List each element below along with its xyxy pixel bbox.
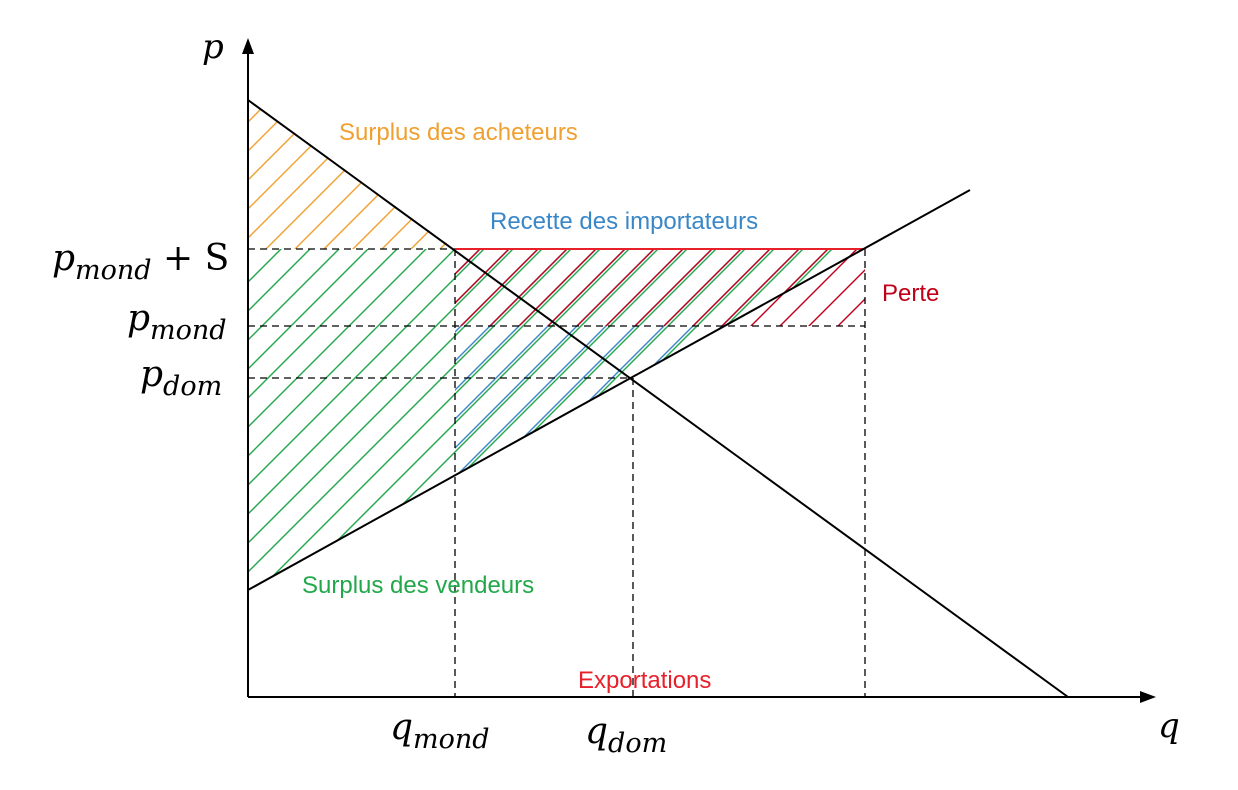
y-axis-arrow-icon	[242, 38, 254, 54]
seller-surplus-hatch-line	[248, 249, 865, 590]
importer-revenue-label: Recette des importateurs	[490, 208, 758, 235]
seller-surplus-hatch-line	[248, 249, 821, 590]
supply-curve	[247, 189, 971, 591]
seller-surplus-label: Surplus des vendeurs	[302, 572, 534, 599]
x-axis-label: q	[1158, 706, 1180, 746]
seller-surplus-hatch-line	[248, 249, 850, 590]
buyer-surplus-label: Surplus des acheteurs	[339, 119, 578, 146]
importer-revenue-hatch-line	[455, 249, 865, 475]
buyer-surplus-hatch-line	[248, 100, 400, 249]
seller-surplus-hatch-line	[248, 249, 676, 590]
seller-surplus-hatch-line	[248, 249, 865, 590]
label-q-mond: qmond	[390, 707, 490, 755]
label-p-dom: pdom	[140, 354, 222, 402]
seller-surplus-hatch-line	[248, 249, 865, 590]
x-axis-arrow-icon	[1140, 691, 1156, 703]
importer-revenue-hatch-line	[455, 249, 865, 475]
loss-label: Perte	[882, 280, 939, 307]
seller-surplus-hatch-line	[248, 249, 865, 590]
y-axis-label: p	[202, 27, 224, 67]
seller-surplus-hatch-line	[248, 249, 792, 590]
importer-revenue-hatch-line	[455, 249, 865, 475]
exports-label: Exportations	[578, 667, 711, 694]
demand-curve	[247, 99, 1069, 698]
seller-surplus-hatch-line	[248, 249, 763, 590]
importer-revenue-hatch-line	[455, 249, 865, 475]
label-p-mond-plus-s: pmond + S	[52, 238, 229, 286]
label-p-mond: pmond	[127, 298, 227, 346]
label-q-dom: qdom	[585, 711, 667, 759]
seller-surplus-hatch-line	[248, 249, 734, 590]
seller-surplus-hatch-line	[248, 249, 705, 590]
